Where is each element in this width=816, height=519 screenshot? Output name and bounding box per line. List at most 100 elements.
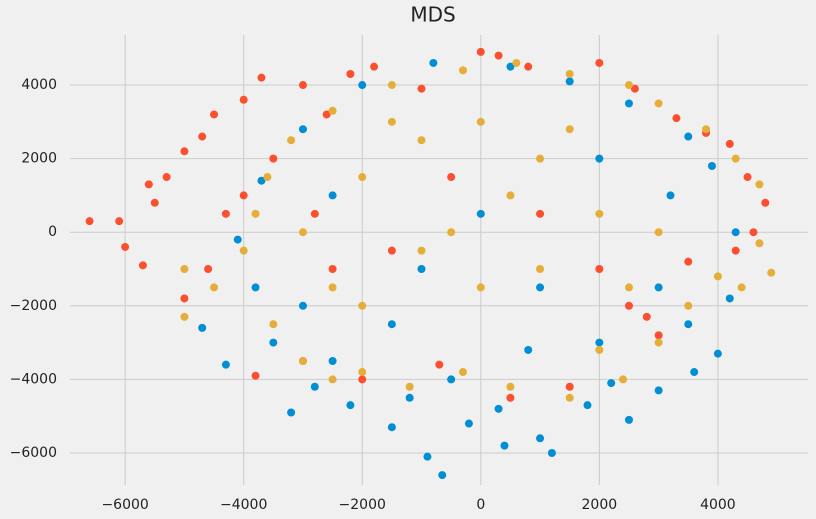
point: [358, 368, 367, 377]
point: [536, 154, 545, 163]
point: [565, 70, 574, 79]
point: [328, 357, 337, 366]
point: [328, 283, 337, 292]
y-tick-label: −4000: [10, 371, 57, 387]
point: [624, 283, 633, 292]
point: [595, 209, 604, 218]
point: [565, 393, 574, 402]
point: [459, 66, 468, 75]
point: [713, 349, 722, 358]
x-tick-label: −6000: [101, 497, 148, 513]
point: [180, 294, 189, 303]
point: [767, 268, 776, 277]
point: [405, 382, 414, 391]
point: [506, 393, 515, 402]
point: [180, 147, 189, 156]
point: [257, 176, 266, 185]
point: [595, 265, 604, 274]
point: [417, 84, 426, 93]
point: [298, 125, 307, 134]
point: [269, 320, 278, 329]
point: [423, 452, 432, 461]
point: [328, 265, 337, 274]
point: [630, 84, 639, 93]
point: [180, 265, 189, 274]
point: [417, 136, 426, 145]
point: [239, 246, 248, 255]
point: [287, 408, 296, 417]
point: [713, 272, 722, 281]
point: [387, 117, 396, 126]
point: [358, 375, 367, 384]
point: [370, 62, 379, 71]
point: [239, 191, 248, 200]
point: [624, 81, 633, 90]
point: [447, 375, 456, 384]
point: [387, 423, 396, 432]
point: [725, 294, 734, 303]
point: [607, 379, 616, 388]
point: [346, 401, 355, 410]
points: [85, 47, 776, 480]
point: [494, 404, 503, 413]
point: [536, 434, 545, 443]
point: [310, 382, 319, 391]
point: [417, 246, 426, 255]
point: [725, 139, 734, 148]
point: [438, 471, 447, 480]
point: [476, 117, 485, 126]
point: [624, 301, 633, 310]
point: [565, 382, 574, 391]
point: [358, 301, 367, 310]
point: [150, 198, 159, 207]
x-tick-label: −4000: [220, 497, 267, 513]
point: [565, 77, 574, 86]
point: [251, 283, 260, 292]
y-tick-label: 2000: [21, 151, 57, 167]
point: [654, 338, 663, 347]
point: [654, 228, 663, 237]
point: [162, 173, 171, 182]
point: [512, 58, 521, 67]
point: [417, 265, 426, 274]
point: [642, 312, 651, 321]
point: [536, 283, 545, 292]
point: [595, 345, 604, 354]
point: [298, 357, 307, 366]
y-tick-label: 4000: [21, 77, 57, 93]
point: [328, 375, 337, 384]
point: [251, 371, 260, 380]
point: [666, 191, 675, 200]
point: [85, 217, 94, 226]
point: [707, 161, 716, 170]
point: [210, 110, 219, 119]
point: [690, 368, 699, 377]
x-tick-label: 2000: [582, 497, 618, 513]
point: [506, 62, 515, 71]
point: [180, 312, 189, 321]
point: [447, 228, 456, 237]
point: [743, 173, 752, 182]
point: [755, 239, 764, 248]
point: [239, 95, 248, 104]
point: [583, 401, 592, 410]
point: [595, 154, 604, 163]
point: [595, 58, 604, 67]
point: [624, 99, 633, 108]
point: [322, 110, 331, 119]
point: [358, 173, 367, 182]
point: [447, 173, 456, 182]
point: [387, 81, 396, 90]
point: [387, 320, 396, 329]
point: [257, 73, 266, 82]
point: [536, 209, 545, 218]
point: [464, 419, 473, 428]
point: [524, 62, 533, 71]
point: [198, 323, 207, 332]
point: [233, 235, 242, 244]
point: [684, 257, 693, 266]
x-tick-label: 4000: [700, 497, 736, 513]
point: [506, 191, 515, 200]
